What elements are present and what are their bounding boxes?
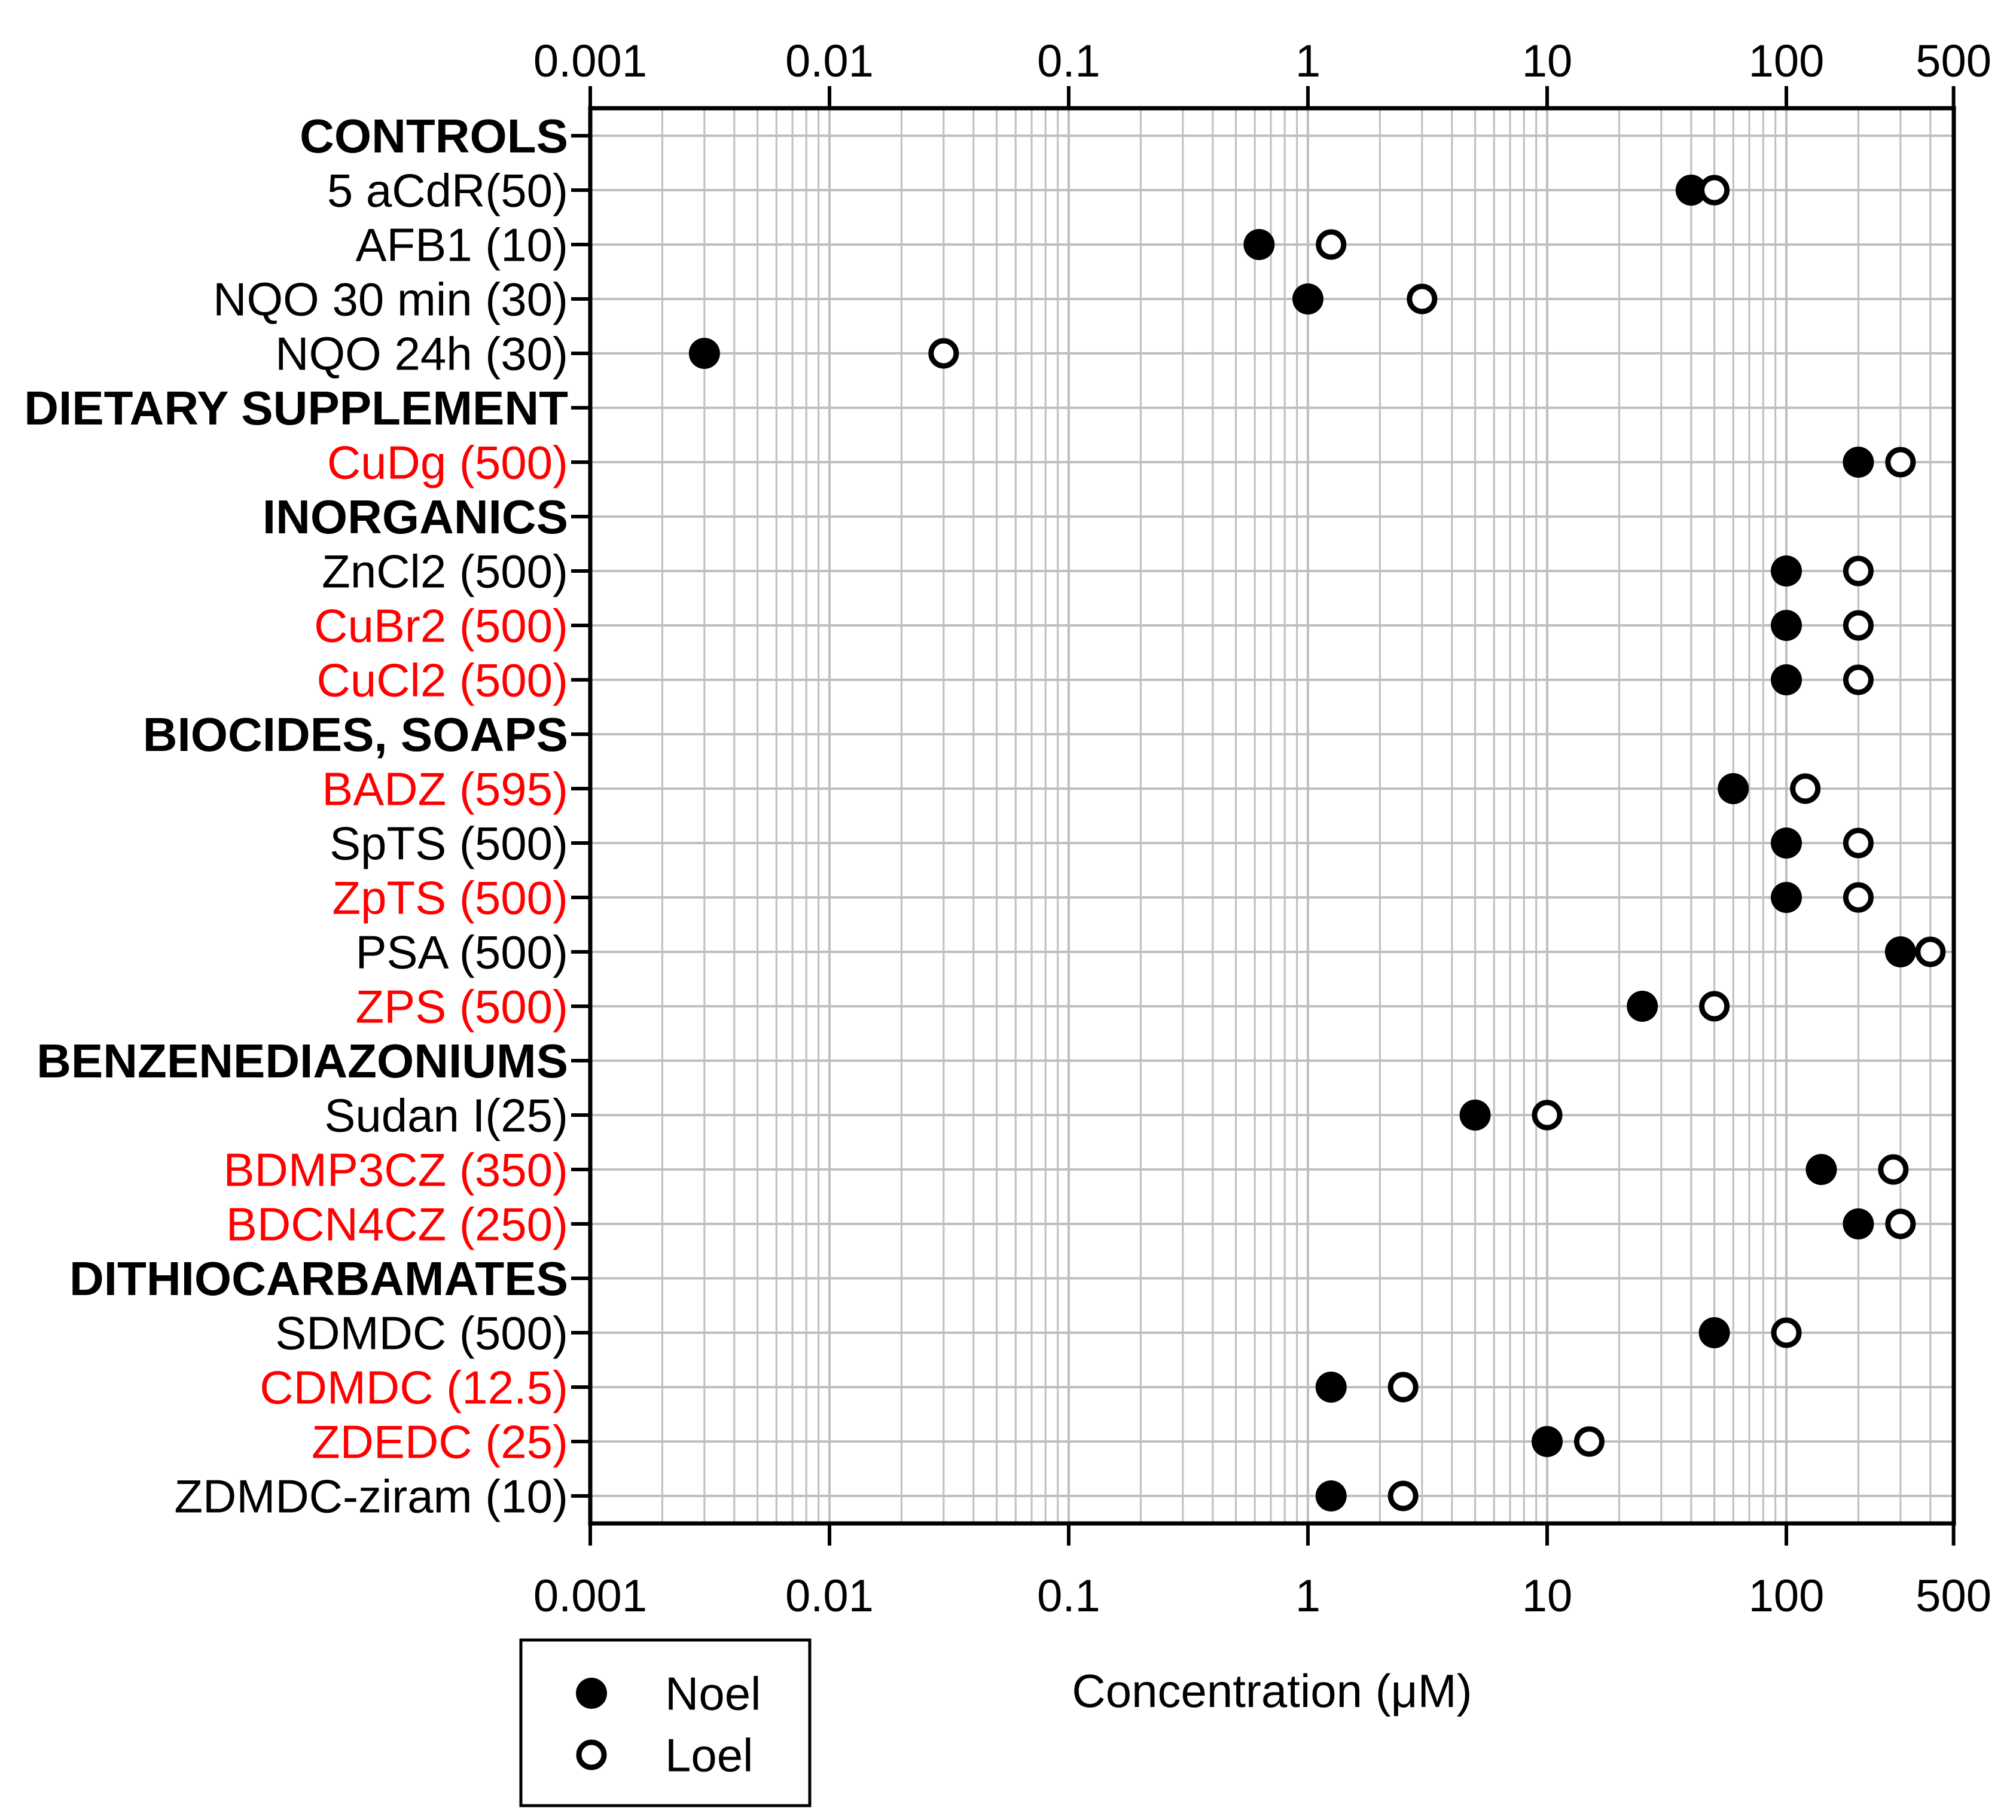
log-gridlines [661,108,1932,1523]
group-header-label: DITHIOCARBAMATES [69,1252,568,1305]
noel-point [1243,229,1275,260]
loel-point [928,338,959,369]
noel-point [1675,175,1707,206]
noel-point [1771,882,1802,913]
loel-point [1843,555,1874,587]
plot-border [588,106,1956,1526]
loel-point [1573,1426,1605,1457]
top-axis-tick-label: 0.01 [785,36,874,87]
top-axis-tick-label: 100 [1749,36,1825,87]
loel-point [1316,229,1347,260]
top-axis-tick-label: 0.1 [1037,36,1100,87]
top-axis-tick-label: 500 [1916,36,1991,87]
bottom-axis-tick-label: 500 [1916,1571,1991,1621]
noel-point [1315,1480,1347,1511]
compound-label: SpTS (500) [330,817,568,869]
compound-label: ZDEDC (25) [312,1415,568,1468]
compound-label: ZDMDC-ziram (10) [174,1470,568,1522]
loel-point [1387,1480,1419,1511]
noel-point [1771,664,1802,695]
loel-point [1407,283,1438,314]
noel-point [1459,1100,1491,1131]
noel-point [1771,827,1802,859]
compound-label: BDCN4CZ (250) [226,1198,568,1250]
loel-point [1699,991,1730,1022]
loel-point [1843,882,1874,913]
data-points [688,175,1946,1511]
loel-point [1699,175,1730,206]
top-axis-tick-label: 10 [1522,36,1573,87]
group-header-label: INORGANICS [263,490,568,543]
noel-point [688,338,720,369]
loel-point [1790,773,1821,804]
compound-label: ZnCl2 (500) [322,545,568,597]
legend-noel-marker [576,1678,607,1709]
noel-point [1884,936,1916,967]
group-header-label: BENZENEDIAZONIUMS [36,1034,568,1088]
loel-point [1885,447,1916,478]
noel-point [1718,773,1749,804]
compound-label: CDMDC (12.5) [260,1361,568,1413]
legend-loel-label: Loel [665,1729,753,1781]
noel-point [1532,1426,1563,1457]
noel-point [1843,447,1874,478]
loel-point [1915,936,1946,967]
bottom-axis-tick-label: 1 [1295,1571,1320,1621]
noel-point [1292,283,1323,314]
compound-label: BDMP3CZ (350) [224,1143,568,1196]
x-axis-title: Concentration (μM) [1072,1665,1472,1717]
loel-point [1885,1208,1916,1239]
top-axis-tick-label: 1 [1295,36,1320,87]
loel-point [1387,1372,1419,1403]
loel-point [1843,827,1874,859]
compound-label: ZpTS (500) [333,871,568,924]
compound-label: 5 aCdR(50) [327,164,568,216]
noel-point [1843,1208,1874,1239]
compound-label: CuBr2 (500) [314,599,568,652]
legend-box [519,1638,812,1807]
top-axis-tick-label: 0.001 [533,36,647,87]
noel-point [1771,555,1802,587]
compound-label: NQO 24h (30) [275,327,568,380]
legend-loel-marker [576,1739,607,1770]
bottom-axis-tick-label: 0.001 [533,1571,647,1621]
legend-noel-label: Noel [665,1667,761,1720]
group-header-label: DIETARY SUPPLEMENT [24,381,568,435]
compound-label: Sudan I(25) [324,1089,568,1141]
group-header-label: BIOCIDES, SOAPS [143,708,568,761]
compound-label: CuCl2 (500) [316,654,568,706]
loel-point [1878,1154,1909,1185]
loel-point [1843,610,1874,641]
noel-point [1771,610,1802,641]
group-header-label: CONTROLS [300,109,568,163]
loel-point [1532,1100,1563,1131]
bottom-axis-tick-label: 100 [1749,1571,1825,1621]
noel-point [1315,1372,1347,1403]
noel-point [1698,1317,1730,1348]
bottom-axis-tick-label: 10 [1522,1571,1573,1621]
compound-label: SDMDC (500) [275,1306,568,1359]
compound-label: ZPS (500) [356,980,568,1033]
bottom-axis-tick-label: 0.01 [785,1571,874,1621]
loel-point [1771,1317,1802,1348]
compound-label: NQO 30 min (30) [213,273,568,325]
compound-label: CuDg (500) [327,436,568,488]
compound-label: PSA (500) [355,926,568,978]
compound-label: AFB1 (10) [356,218,568,271]
loel-point [1843,664,1874,695]
legend: Noel Loel [519,1638,812,1807]
noel-point [1627,991,1658,1022]
noel-point [1805,1154,1837,1185]
compound-label: BADZ (595) [322,762,568,815]
bottom-axis-tick-label: 0.1 [1037,1571,1100,1621]
x-axis-ticks: 0.001 0.001 0.01 0.01 0.1 0.1 1 1 10 10 100 100 500 5… [533,36,1991,1621]
row-gridlines [571,134,1954,1498]
